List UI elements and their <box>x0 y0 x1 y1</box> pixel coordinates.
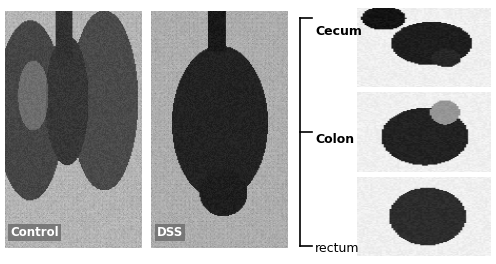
Text: Cecum: Cecum <box>315 25 362 38</box>
Text: rectum: rectum <box>315 242 360 255</box>
Text: Colon: Colon <box>315 133 354 147</box>
Text: DSS: DSS <box>157 226 183 239</box>
Text: Control: Control <box>10 226 59 239</box>
